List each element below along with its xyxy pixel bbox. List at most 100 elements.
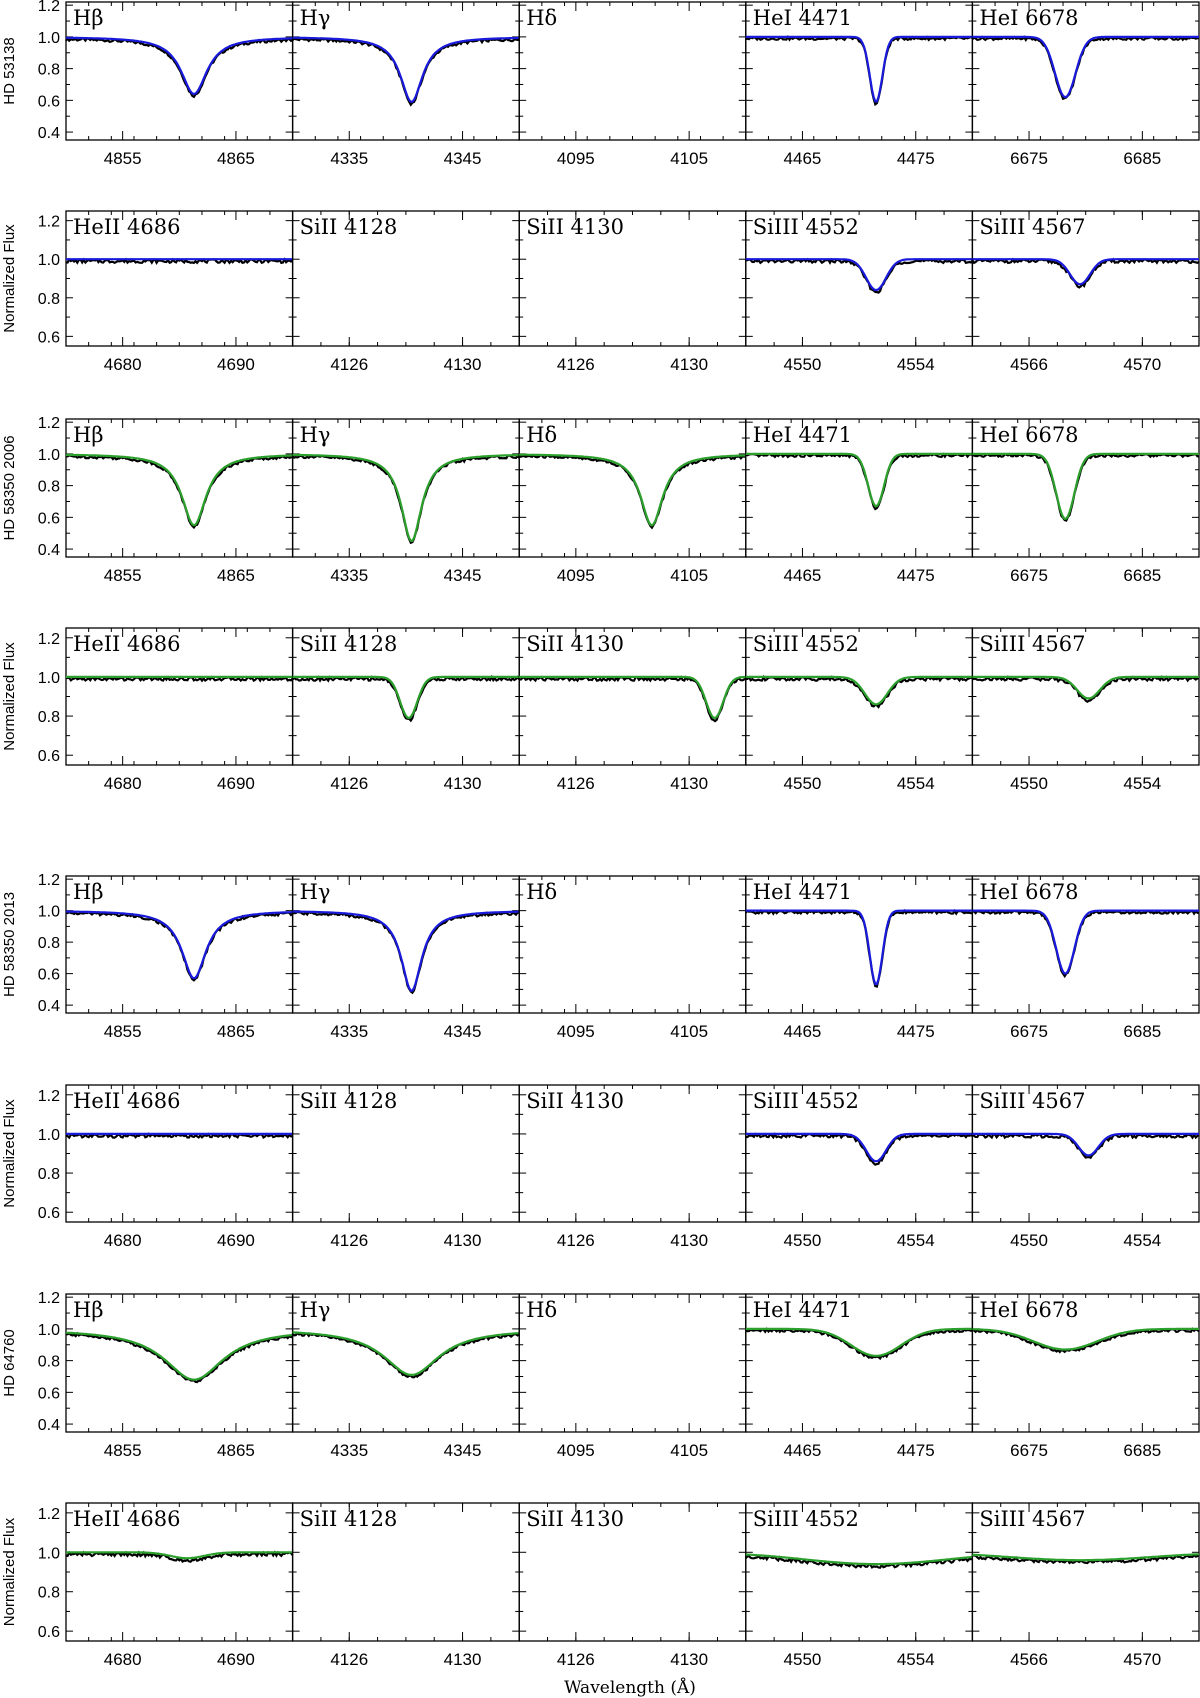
observed-spectrum <box>65 1331 293 1384</box>
y-tick-label: 1.0 <box>38 30 60 47</box>
line-label: Hβ <box>73 880 103 904</box>
panel: 4126 4130 SiII 4128 <box>291 1084 520 1250</box>
y-axis-label: Normalized Flux <box>1 642 18 751</box>
y-tick-label: 1.0 <box>38 904 60 921</box>
line-label: SiII 4130 <box>526 1507 624 1531</box>
panel: 4550 4554 SiIII 4567 <box>971 1084 1200 1250</box>
x-tick-label: 4554 <box>897 1650 935 1669</box>
model-spectrum <box>745 1132 973 1163</box>
y-tick-label: 1.0 <box>38 1545 60 1562</box>
x-tick-label: 4570 <box>1123 355 1161 374</box>
model-spectrum <box>745 1553 973 1566</box>
line-label: SiIII 4552 <box>753 215 859 239</box>
line-label: HeI 4471 <box>753 423 852 447</box>
line-label: SiIII 4552 <box>753 1089 859 1113</box>
model-spectrum <box>292 910 520 992</box>
x-tick-label: 4126 <box>330 355 368 374</box>
observed-spectrum <box>971 452 1200 522</box>
model-spectrum <box>745 452 973 508</box>
x-tick-label: 4554 <box>897 1231 935 1250</box>
x-tick-label: 4335 <box>330 149 368 168</box>
x-tick-label: 4126 <box>330 774 368 793</box>
x-tick-label: 4105 <box>670 149 708 168</box>
observed-spectrum <box>66 257 294 265</box>
line-label: SiIII 4567 <box>979 1507 1085 1531</box>
line-label: HeI 6678 <box>979 880 1078 904</box>
panel: 4680 4690 HeII 4686 <box>65 627 294 793</box>
model-spectrum <box>972 675 1199 700</box>
line-label: SiII 4130 <box>526 215 624 239</box>
model-spectrum <box>745 909 973 986</box>
model-spectrum <box>292 36 520 103</box>
x-tick-label: 4105 <box>670 1022 708 1041</box>
y-tick-label: 0.6 <box>38 748 60 765</box>
x-tick-label: 4130 <box>444 1231 482 1250</box>
line-label: SiII 4130 <box>526 1089 624 1113</box>
observed-spectrum <box>65 1132 293 1140</box>
x-tick-label: 4095 <box>557 566 595 585</box>
panel: 4855 4865 Hβ <box>65 1293 294 1460</box>
x-tick-label: 4680 <box>104 774 142 793</box>
line-label: HeII 4686 <box>73 215 180 239</box>
x-tick-label: 6685 <box>1123 1022 1161 1041</box>
x-tick-label: 4690 <box>217 1650 255 1669</box>
model-spectrum <box>972 258 1199 286</box>
y-tick-label: 0.8 <box>38 935 60 952</box>
model-spectrum <box>745 675 973 706</box>
y-tick-label: 0.8 <box>38 1585 60 1602</box>
x-tick-label: 4550 <box>784 355 822 374</box>
line-label: Hγ <box>300 880 331 904</box>
line-label: SiIII 4567 <box>979 632 1085 656</box>
x-tick-label: 4865 <box>217 1022 255 1041</box>
observed-spectrum <box>971 1132 1200 1160</box>
panel: 4680 4690 HeII 4686 <box>65 1502 294 1669</box>
y-tick-label: 0.4 <box>38 542 60 559</box>
model-spectrum <box>972 452 1199 520</box>
panel: 4126 4130 SiII 4128 <box>291 210 520 374</box>
y-tick-label: 0.6 <box>38 967 60 984</box>
y-tick-label: 1.2 <box>38 1290 60 1307</box>
x-tick-label: 4130 <box>670 1231 708 1250</box>
line-label: HeII 4686 <box>73 632 180 656</box>
x-tick-label: 4345 <box>444 149 482 168</box>
x-tick-label: 4126 <box>557 1231 595 1250</box>
panel: 4335 4345 Hγ <box>291 1293 520 1460</box>
line-label: SiII 4128 <box>300 1089 398 1113</box>
y-tick-label: 0.8 <box>38 62 60 79</box>
y-tick-label: 0.8 <box>38 291 60 308</box>
panel: 6675 6685 HeI 6678 <box>971 1293 1200 1460</box>
panel: 4335 4345 Hγ <box>291 875 520 1041</box>
x-tick-label: 4570 <box>1123 1650 1161 1669</box>
y-tick-label: 1.2 <box>38 1506 60 1523</box>
x-tick-label: 4865 <box>217 566 255 585</box>
observed-spectrum <box>745 35 973 107</box>
x-tick-label: 4865 <box>217 1441 255 1460</box>
model-spectrum <box>519 453 746 527</box>
y-tick-label: 0.6 <box>38 1624 60 1641</box>
x-tick-label: 6685 <box>1123 566 1161 585</box>
y-tick-label: 1.0 <box>38 252 60 269</box>
x-tick-label: 4126 <box>557 1650 595 1669</box>
line-label: SiII 4128 <box>300 215 398 239</box>
panel: 6675 6685 HeI 6678 <box>971 1 1200 168</box>
observed-spectrum <box>745 1327 973 1361</box>
line-label: SiII 4128 <box>300 632 398 656</box>
panel: 4126 4130 SiII 4130 <box>518 1502 747 1669</box>
panel: 4465 4475 HeI 4471 <box>745 1293 974 1460</box>
x-tick-label: 4554 <box>1123 1231 1161 1250</box>
x-tick-label: 4130 <box>670 774 708 793</box>
x-tick-label: 4105 <box>670 1441 708 1460</box>
x-tick-label: 4550 <box>784 1650 822 1669</box>
panel: 4126 4130 SiII 4130 <box>518 1084 747 1250</box>
x-tick-label: 4550 <box>1010 1231 1048 1250</box>
panel: 4465 4475 HeI 4471 <box>745 418 974 585</box>
x-tick-label: 4095 <box>557 1441 595 1460</box>
x-tick-label: 4126 <box>557 355 595 374</box>
panel: 6675 6685 HeI 6678 <box>971 875 1200 1041</box>
line-label: Hγ <box>300 423 331 447</box>
model-spectrum <box>745 258 973 292</box>
line-label: SiII 4130 <box>526 632 624 656</box>
x-tick-label: 6675 <box>1010 1022 1048 1041</box>
x-tick-label: 4855 <box>104 1022 142 1041</box>
line-label: Hδ <box>526 6 557 30</box>
